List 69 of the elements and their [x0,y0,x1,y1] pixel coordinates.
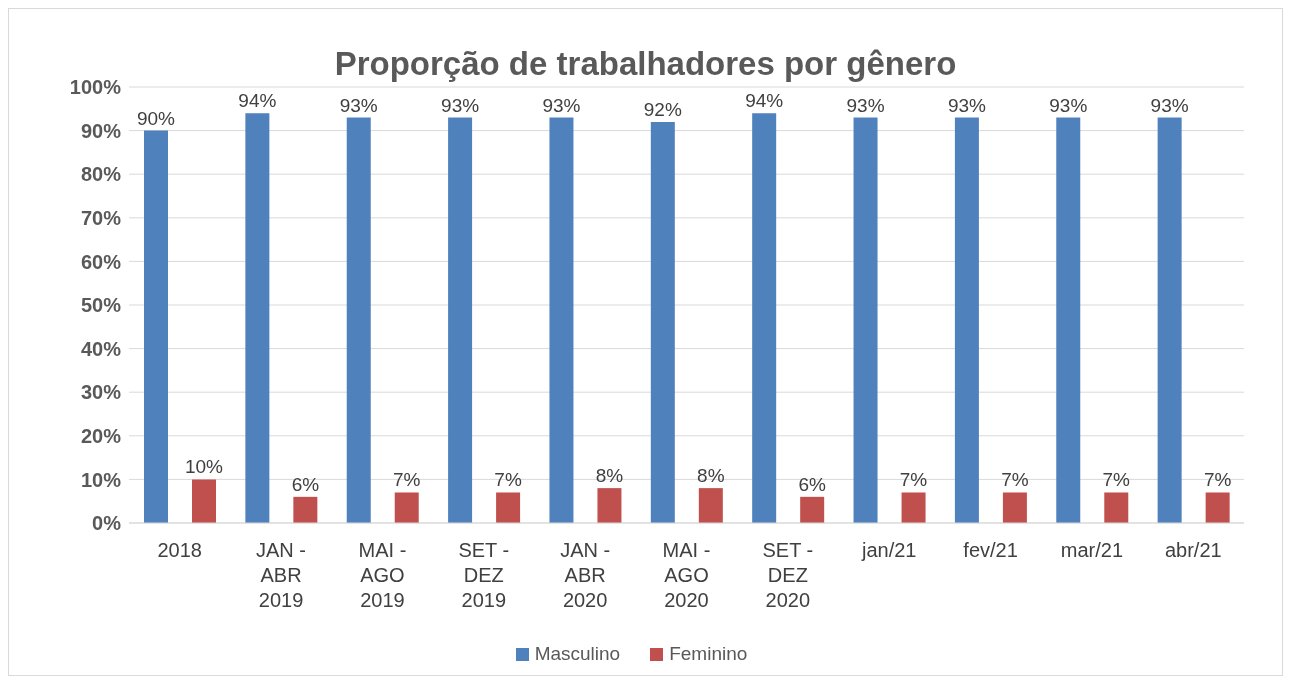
bar [245,113,270,523]
data-label: 8% [595,465,624,487]
data-label: 7% [1102,469,1131,491]
x-tick-label: MAI - AGO 2019 [358,539,407,611]
x-tick-label: JAN - ABR 2020 [560,539,611,611]
y-tick-label: 30% [80,381,122,404]
data-label: 10% [184,456,224,478]
chart-title: Proporção de trabalhadores por gênero [334,45,957,82]
bar [752,113,777,523]
data-label: 93% [1049,94,1088,116]
bar [954,117,979,523]
x-tick-label: mar/21 [1060,539,1124,561]
bar [1157,117,1182,523]
data-label: 7% [1001,469,1029,491]
data-label: 93% [1150,94,1189,116]
bar [448,117,473,523]
data-label: 93% [339,94,378,116]
y-tick-label: 60% [80,250,122,273]
bar [346,117,371,523]
data-label: 93% [542,94,581,116]
y-tick-label: 100% [69,76,122,99]
x-tick-label: 2018 [157,539,202,561]
bar [1002,492,1027,523]
bar [901,492,926,523]
bar [1205,492,1230,523]
bar [293,496,318,523]
data-label: 93% [846,94,885,116]
y-tick-label: 80% [80,163,122,186]
bar [597,488,622,523]
data-label: 7% [494,469,522,491]
data-label: 7% [392,469,421,491]
legend-label: Masculino [533,643,621,665]
x-tick-label: SET - DEZ 2019 [458,539,510,611]
bar [496,492,521,523]
x-tick-label: fev/21 [963,539,1018,561]
data-label: 7% [1203,469,1232,491]
y-tick-label: 90% [80,119,122,142]
data-label: 93% [947,94,987,116]
data-label: 94% [745,90,784,112]
bar [1104,492,1129,523]
data-label: 6% [798,473,827,495]
data-label: 93% [441,94,480,116]
data-label: 7% [899,469,928,491]
y-tick-label: 20% [80,424,122,447]
bar [1056,117,1081,523]
data-label: 90% [136,107,176,129]
y-tick-label: 70% [80,206,122,229]
bar [144,130,168,523]
y-tick-label: 10% [80,468,122,491]
x-tick-label: jan/21 [860,539,917,561]
bar [698,488,723,523]
data-label: 6% [291,473,320,495]
x-tick-label: abr/21 [1164,539,1222,561]
data-label: 8% [697,465,725,487]
bar [394,492,419,523]
legend-label: Feminino [668,643,748,665]
bar [853,117,878,523]
bar [650,121,675,523]
y-tick-label: 40% [80,337,122,360]
data-label: 94% [238,90,277,112]
data-label: 92% [643,98,682,120]
bar [192,479,216,523]
x-tick-label: SET - DEZ 2020 [762,539,814,611]
x-tick-label: JAN - ABR 2019 [256,539,307,611]
y-tick-label: 0% [92,512,122,535]
y-tick-label: 50% [80,294,122,317]
bar [549,117,574,523]
x-tick-label: MAI - AGO 2020 [662,539,711,611]
bar [800,496,825,523]
